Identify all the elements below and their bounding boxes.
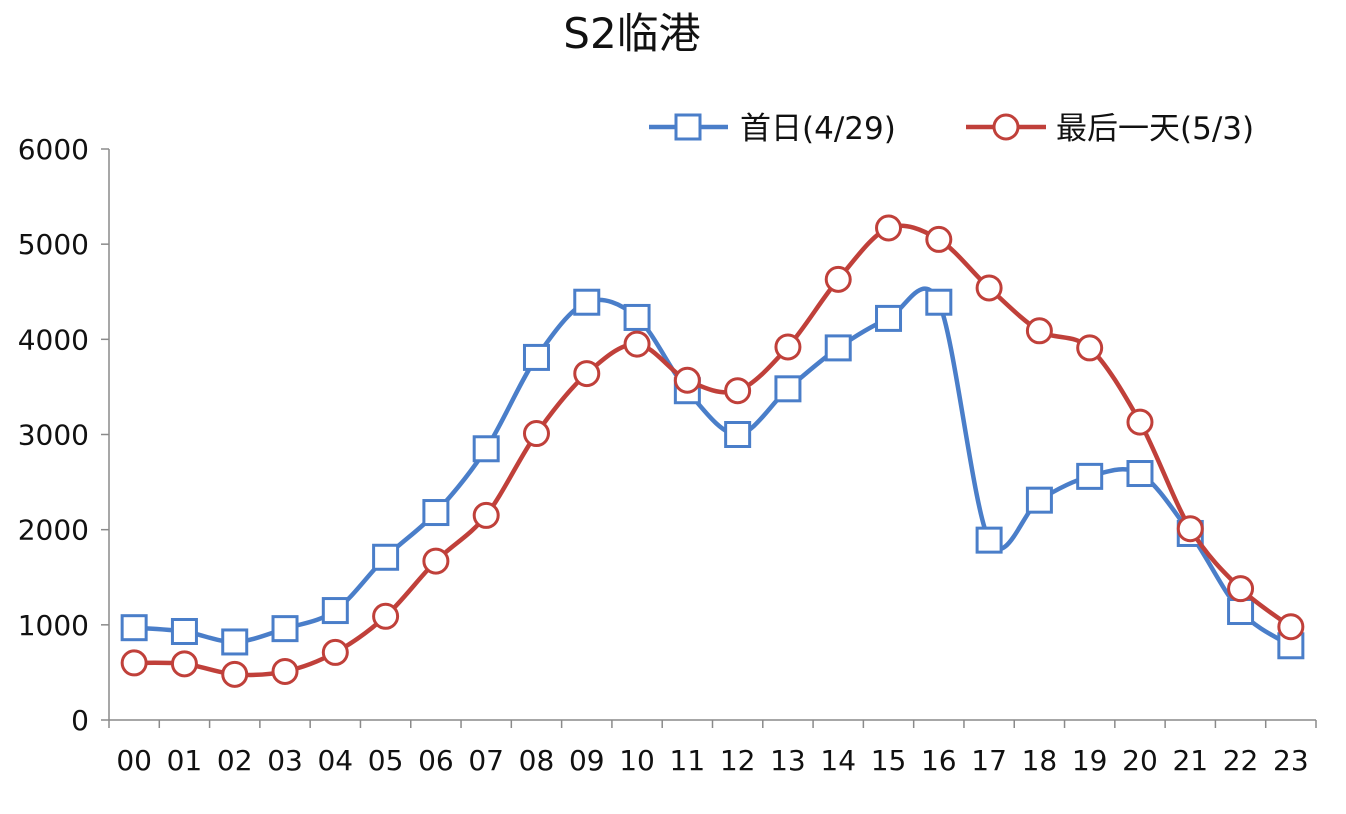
data-point-circle (1025, 317, 1053, 345)
series-line (131, 223, 1294, 678)
data-point-square (623, 303, 651, 331)
y-tick-label: 6000 (18, 133, 89, 166)
y-tick-label: 5000 (18, 228, 89, 261)
data-point-square (422, 499, 450, 527)
legend-square-marker (674, 113, 702, 141)
series-1 (120, 286, 1305, 660)
x-tick-label: 12 (720, 744, 756, 777)
data-point-circle (875, 214, 903, 242)
data-point-circle (925, 225, 953, 253)
data-point-square (372, 543, 400, 571)
data-point-square (1025, 486, 1053, 514)
x-tick-label: 07 (468, 744, 504, 777)
data-point-square (120, 614, 148, 642)
data-point-circle (422, 547, 450, 575)
x-tick-label: 09 (569, 744, 605, 777)
axes: 0 1000 2000 3000 4000 5000 6000 00 01 02 03 04 05 06 0… (18, 133, 1317, 777)
data-point-circle (170, 650, 198, 678)
y-tick-label: 1000 (18, 609, 89, 642)
series-line (131, 286, 1294, 649)
x-tick-label: 04 (317, 744, 353, 777)
y-tick-label: 0 (71, 704, 89, 737)
x-tick-label: 22 (1223, 744, 1259, 777)
data-point-square (875, 304, 903, 332)
data-point-circle (1126, 408, 1154, 436)
data-point-circle (522, 420, 550, 448)
data-point-circle (1176, 515, 1204, 543)
data-point-circle (975, 274, 1003, 302)
x-tick-label: 16 (921, 744, 957, 777)
x-tick-label: 08 (519, 744, 555, 777)
data-point-square (925, 288, 953, 316)
x-tick-label: 13 (770, 744, 806, 777)
data-point-circle (472, 501, 500, 529)
y-tick-label: 3000 (18, 419, 89, 452)
x-tick-label: 00 (116, 744, 152, 777)
x-tick-label: 18 (1022, 744, 1058, 777)
x-tick-label: 11 (670, 744, 706, 777)
data-point-circle (321, 638, 349, 666)
data-point-circle (1277, 613, 1305, 641)
data-point-square (724, 421, 752, 448)
chart-title: S2临港 (563, 9, 700, 58)
series-layer (120, 214, 1305, 688)
data-point-square (1076, 462, 1104, 490)
legend-item-series-2: 最后一天(5/3) (966, 111, 1254, 147)
data-point-circle (1227, 575, 1255, 603)
x-tick-label: 21 (1172, 744, 1208, 777)
x-tick-label: 19 (1072, 744, 1108, 777)
x-tick-label: 06 (418, 744, 454, 777)
y-tick-label: 4000 (18, 323, 89, 356)
data-point-square (1126, 460, 1154, 488)
data-point-circle (120, 649, 148, 677)
data-point-circle (774, 333, 802, 361)
data-point-circle (724, 377, 752, 405)
data-point-circle (573, 360, 601, 388)
data-point-square (1227, 598, 1255, 626)
legend: 首日(4/29) 最后一天(5/3) (649, 111, 1254, 147)
data-point-square (472, 435, 500, 463)
legend-label: 首日(4/29) (740, 111, 896, 147)
data-point-square (321, 597, 349, 625)
data-point-square (573, 288, 601, 316)
data-point-circle (1076, 334, 1104, 362)
data-point-square (271, 615, 299, 643)
x-tick-label: 14 (820, 744, 856, 777)
x-tick-label: 10 (619, 744, 655, 777)
x-tick-label: 15 (871, 744, 907, 777)
data-point-square (824, 334, 852, 362)
legend-circle-marker (992, 113, 1020, 141)
x-tick-label: 05 (368, 744, 404, 777)
data-point-circle (221, 660, 249, 688)
data-point-square (774, 375, 802, 403)
series-2 (120, 214, 1305, 688)
data-point-square (975, 526, 1003, 554)
x-tick-label: 17 (971, 744, 1007, 777)
x-tick-label: 03 (267, 744, 303, 777)
x-tick-label: 02 (217, 744, 253, 777)
y-tick-label: 2000 (18, 514, 89, 547)
data-point-circle (271, 657, 299, 685)
x-tick-label: 23 (1273, 744, 1309, 777)
x-tick-label: 01 (167, 744, 203, 777)
data-point-circle (824, 265, 852, 293)
data-point-circle (372, 602, 400, 630)
x-tick-label: 20 (1122, 744, 1158, 777)
data-point-circle (673, 366, 701, 394)
legend-label: 最后一天(5/3) (1056, 111, 1254, 147)
legend-item-series-1: 首日(4/29) (649, 111, 896, 147)
data-point-square (170, 617, 198, 645)
data-point-square (522, 343, 550, 371)
data-point-circle (623, 330, 651, 358)
data-point-square (221, 628, 249, 656)
